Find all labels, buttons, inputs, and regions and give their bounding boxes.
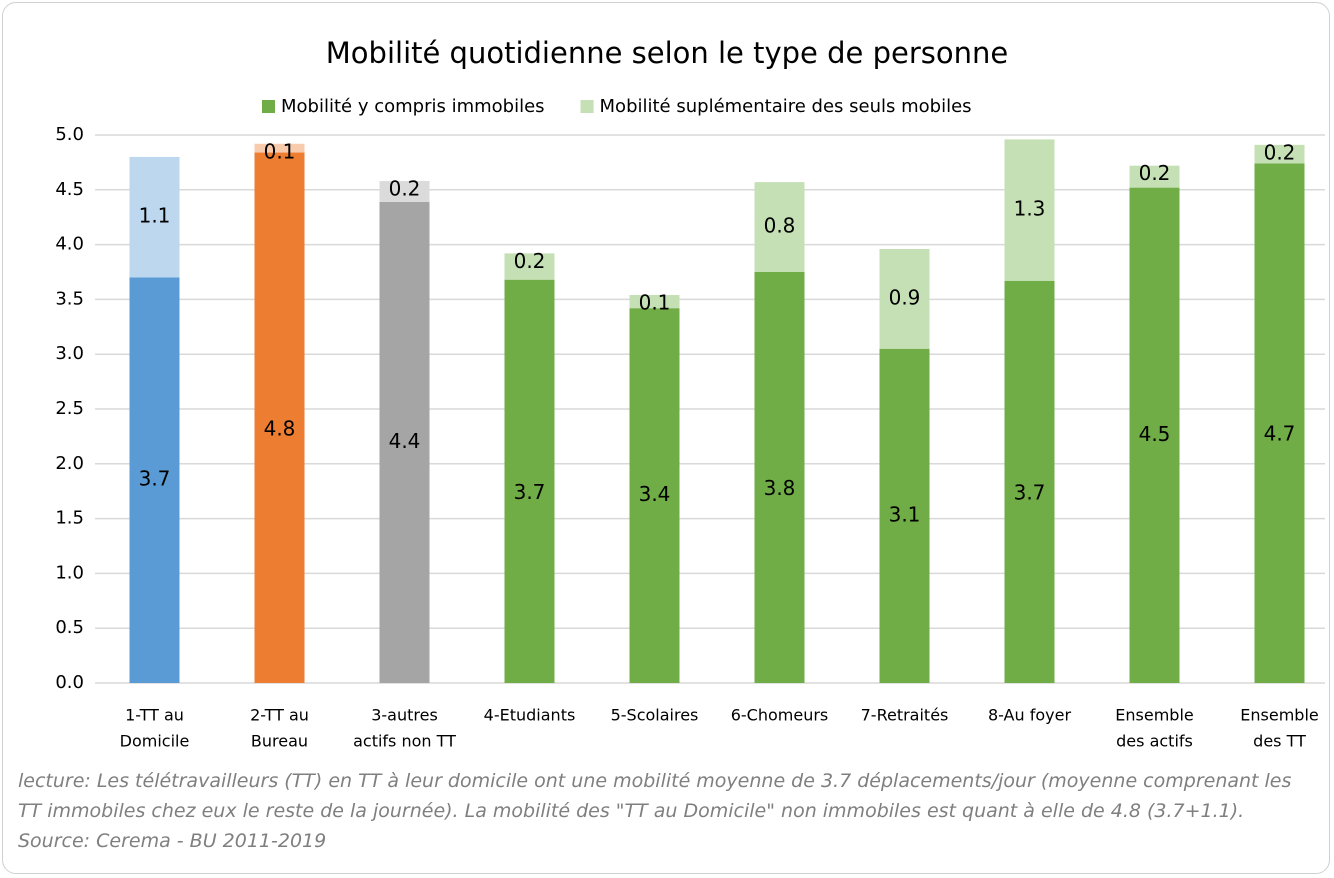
bar-segment xyxy=(504,279,555,683)
data-label: 4.4 xyxy=(389,429,421,453)
bar-segment xyxy=(129,277,180,683)
data-label: 3.7 xyxy=(1014,480,1046,504)
data-label: 3.7 xyxy=(514,480,546,504)
legend-label: Mobilité y compris immobiles xyxy=(281,96,545,117)
y-tick-label: 3.5 xyxy=(55,288,84,309)
data-label: 0.2 xyxy=(1139,161,1171,185)
x-tick-label: 1-TT au xyxy=(125,706,184,725)
data-label: 0.1 xyxy=(639,291,671,315)
x-tick-label: 5-Scolaires xyxy=(611,706,699,725)
x-tick-label: des TT xyxy=(1253,732,1306,751)
data-label: 0.2 xyxy=(389,177,421,201)
x-tick-label: Domicile xyxy=(120,732,190,751)
data-label: 3.8 xyxy=(764,476,796,500)
x-tick-label: 3-autres xyxy=(371,706,438,725)
data-label: 4.8 xyxy=(264,416,296,440)
x-tick-label: 7-Retraités xyxy=(861,706,949,725)
bar-segment xyxy=(629,295,680,309)
y-tick-label: 1.0 xyxy=(55,562,84,583)
bar-segment xyxy=(879,248,930,349)
legend-swatch xyxy=(580,100,594,113)
y-tick-label: 3.0 xyxy=(55,343,84,364)
y-tick-label: 0.5 xyxy=(55,617,84,638)
x-tick-label: des actifs xyxy=(1116,732,1193,751)
x-tick-label: 4-Etudiants xyxy=(484,706,576,725)
bar-segment xyxy=(754,182,805,272)
x-tick-label: 8-Au foyer xyxy=(988,706,1072,725)
y-tick-label: 5.0 xyxy=(55,124,84,145)
data-label: 4.7 xyxy=(1264,422,1296,446)
data-label: 0.2 xyxy=(1264,140,1296,164)
legend-swatch xyxy=(262,100,275,113)
y-tick-label: 4.5 xyxy=(55,179,84,200)
y-tick-label: 0.0 xyxy=(55,672,84,693)
y-tick-label: 1.5 xyxy=(55,508,84,529)
y-tick-label: 2.0 xyxy=(55,453,84,474)
bar-segment xyxy=(254,152,305,683)
data-label: 3.7 xyxy=(139,467,171,491)
bar-segment xyxy=(629,308,680,683)
x-tick-label: 2-TT au xyxy=(250,706,309,725)
footnote: lecture: Les télétravailleurs (TT) en TT… xyxy=(18,770,1292,852)
bar-segment xyxy=(379,201,430,683)
data-label: 1.3 xyxy=(1014,197,1046,221)
data-label: 4.5 xyxy=(1139,422,1171,446)
bar-segment xyxy=(1004,280,1055,683)
bar-segment xyxy=(1129,187,1180,683)
bar-segment xyxy=(1254,163,1305,684)
chart: Mobilité quotidienne selon le type de pe… xyxy=(55,36,1325,751)
y-tick-label: 4.0 xyxy=(55,234,84,255)
x-tick-label: 6-Chomeurs xyxy=(731,706,829,725)
bar-segment xyxy=(1004,139,1055,281)
bar-segment xyxy=(754,272,805,683)
y-tick-label: 2.5 xyxy=(55,398,84,419)
bar-segment xyxy=(879,348,930,683)
bar-segment xyxy=(1254,144,1305,164)
bar-segment xyxy=(1129,165,1180,188)
bar-segment xyxy=(504,253,555,280)
x-tick-label: actifs non TT xyxy=(353,732,456,751)
data-label: 3.4 xyxy=(639,482,671,506)
data-label: 0.8 xyxy=(764,214,796,238)
data-label: 0.2 xyxy=(514,249,546,273)
bar-segment xyxy=(379,181,430,202)
data-label: 0.9 xyxy=(889,285,921,309)
data-label: 1.1 xyxy=(139,204,171,228)
bar-segment xyxy=(129,156,180,278)
x-tick-label: Ensemble xyxy=(1115,706,1193,725)
chart-title: Mobilité quotidienne selon le type de pe… xyxy=(326,36,1008,70)
data-label: 0.1 xyxy=(264,139,296,163)
legend-label: Mobilité suplémentaire des seuls mobiles xyxy=(600,96,972,117)
x-tick-label: Bureau xyxy=(251,732,308,751)
x-tick-label: Ensemble xyxy=(1240,706,1318,725)
bar-segment xyxy=(254,143,305,153)
data-label: 3.1 xyxy=(889,502,921,526)
